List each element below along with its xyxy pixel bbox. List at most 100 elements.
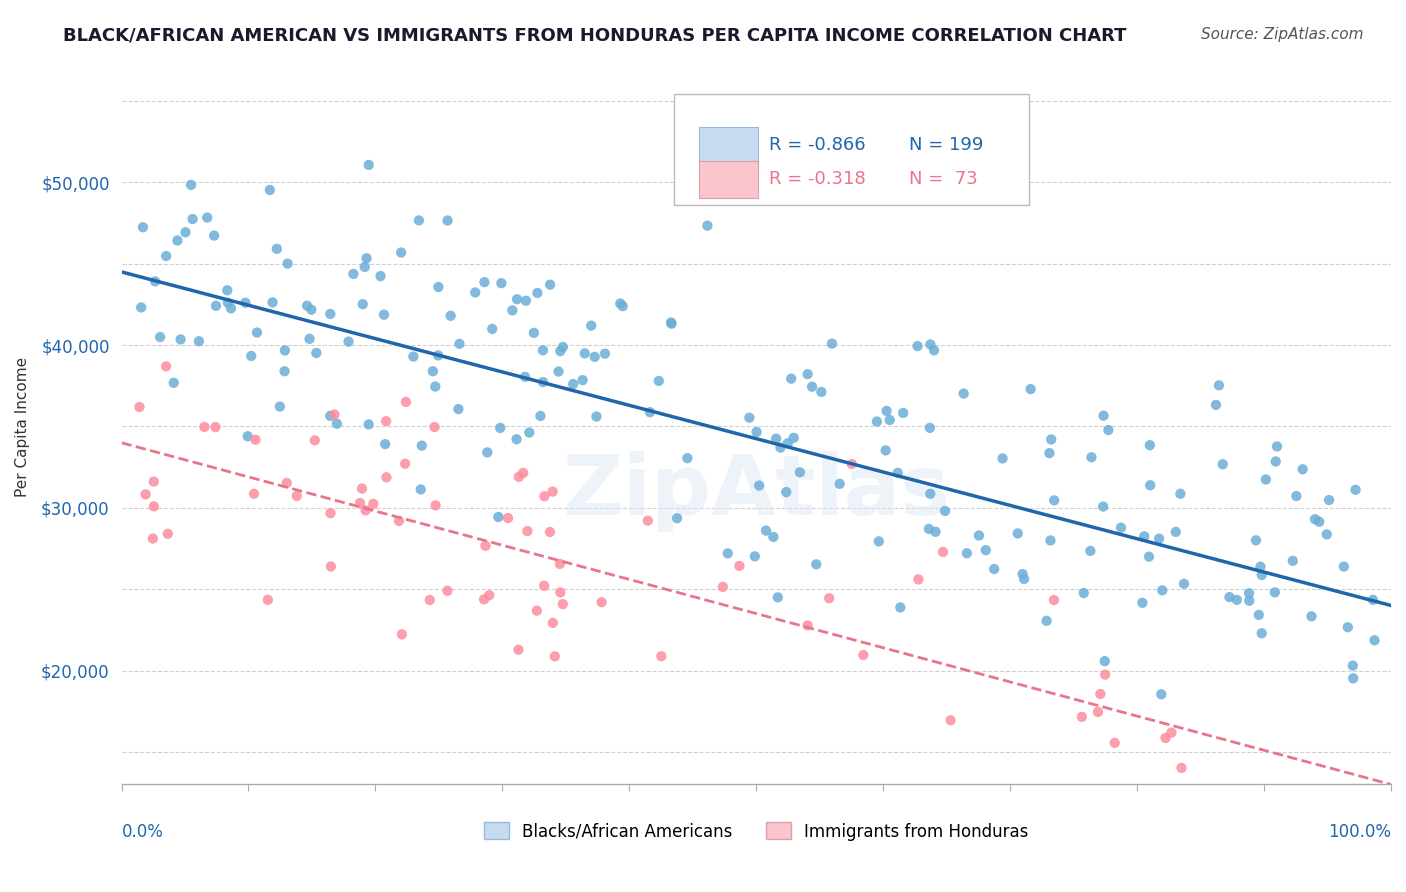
Point — [350, 482, 373, 496]
Point — [1254, 473, 1277, 487]
Point — [436, 213, 458, 227]
Legend: Blacks/African Americans, Immigrants from Honduras: Blacks/African Americans, Immigrants fro… — [484, 822, 1029, 840]
Point — [1170, 487, 1192, 501]
Point — [142, 532, 165, 546]
Point — [1301, 609, 1323, 624]
Point — [828, 476, 851, 491]
Point — [952, 386, 974, 401]
Point — [1333, 559, 1355, 574]
Point — [1080, 450, 1102, 465]
Point — [1132, 596, 1154, 610]
Point — [389, 245, 412, 260]
Point — [1104, 736, 1126, 750]
Point — [1218, 590, 1240, 604]
Point — [298, 332, 321, 346]
Point — [395, 395, 418, 409]
Point — [326, 417, 349, 431]
Point — [299, 302, 322, 317]
Point — [259, 183, 281, 197]
Point — [219, 301, 242, 316]
Point — [486, 510, 509, 524]
Point — [169, 333, 191, 347]
Point — [821, 336, 844, 351]
Point — [478, 588, 501, 602]
Point — [1035, 614, 1057, 628]
Point — [538, 277, 561, 292]
Point — [515, 293, 537, 308]
Point — [1012, 572, 1035, 586]
Point — [1237, 586, 1260, 600]
Point — [887, 466, 910, 480]
Point — [591, 595, 613, 609]
Point — [924, 524, 946, 539]
Point — [474, 275, 496, 289]
Point — [889, 600, 911, 615]
Point — [806, 558, 828, 572]
Point — [1080, 544, 1102, 558]
Point — [1264, 585, 1286, 599]
Point — [637, 514, 659, 528]
Point — [1250, 568, 1272, 582]
Text: R = -0.866: R = -0.866 — [769, 136, 866, 154]
Point — [551, 340, 574, 354]
Point — [305, 346, 328, 360]
Point — [550, 585, 572, 599]
Point — [544, 649, 567, 664]
Point — [427, 348, 450, 362]
Point — [796, 618, 818, 632]
Point — [422, 364, 444, 378]
Point — [156, 526, 179, 541]
Point — [1007, 526, 1029, 541]
Point — [187, 334, 209, 349]
Point — [531, 343, 554, 358]
Point — [508, 470, 530, 484]
Point — [132, 220, 155, 235]
Point — [204, 420, 226, 434]
Point — [783, 431, 806, 445]
Point — [155, 249, 177, 263]
Point — [319, 307, 342, 321]
Point — [1073, 586, 1095, 600]
Point — [1139, 478, 1161, 492]
Point — [562, 377, 585, 392]
Point — [1092, 409, 1115, 423]
Point — [1264, 454, 1286, 468]
Point — [1173, 576, 1195, 591]
Point — [531, 375, 554, 389]
Point — [1226, 593, 1249, 607]
Point — [907, 573, 929, 587]
Point — [143, 274, 166, 288]
Point — [361, 497, 384, 511]
Point — [841, 457, 863, 471]
Point — [1364, 633, 1386, 648]
Point — [891, 406, 914, 420]
Point — [922, 343, 945, 358]
Point — [875, 443, 897, 458]
Point — [427, 280, 450, 294]
Point — [512, 466, 534, 480]
Point — [1239, 593, 1261, 607]
Point — [1285, 489, 1308, 503]
Point — [1164, 524, 1187, 539]
Text: R = -0.318: R = -0.318 — [769, 170, 866, 188]
Point — [408, 213, 430, 227]
Point — [277, 256, 299, 270]
Point — [1250, 626, 1272, 640]
Point — [523, 326, 546, 340]
Point — [1303, 512, 1326, 526]
Point — [1281, 554, 1303, 568]
Point — [375, 470, 398, 484]
Point — [1362, 592, 1385, 607]
Point — [391, 627, 413, 641]
Point — [939, 714, 962, 728]
Point — [538, 524, 561, 539]
Point — [638, 405, 661, 419]
Point — [920, 337, 942, 351]
Point — [447, 402, 470, 417]
Point — [541, 484, 564, 499]
Point — [533, 579, 555, 593]
Point — [394, 457, 416, 471]
Point — [1094, 667, 1116, 681]
Point — [240, 349, 263, 363]
Point — [1189, 857, 1212, 871]
